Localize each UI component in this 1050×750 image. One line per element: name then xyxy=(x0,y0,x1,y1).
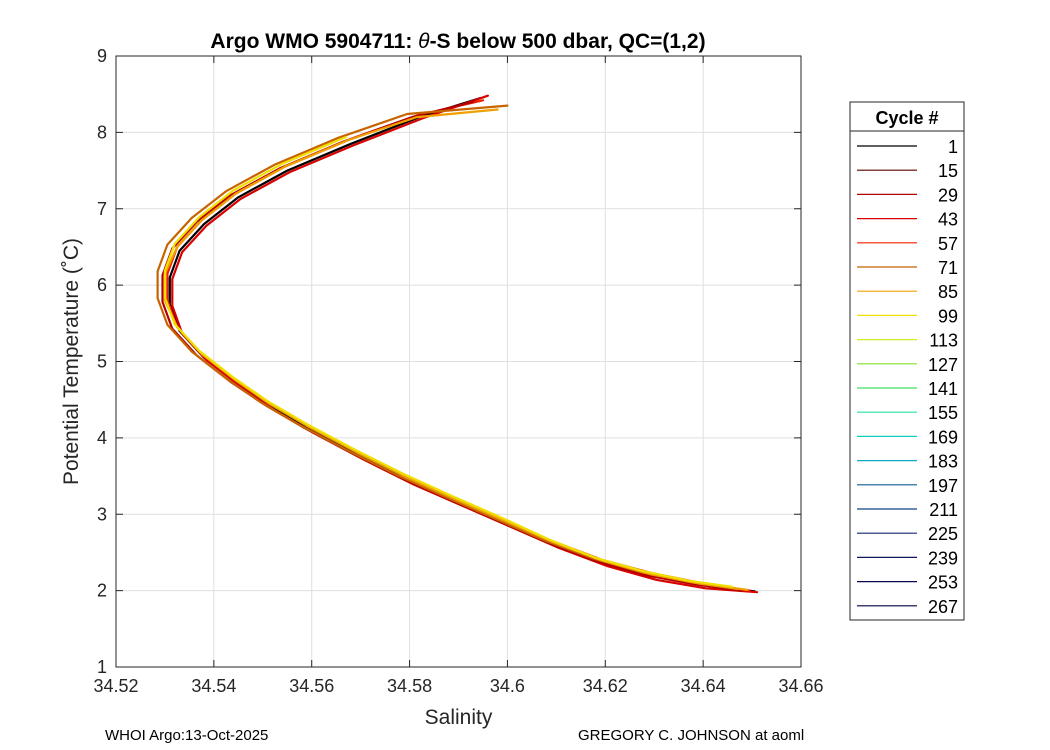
x-tick-label: 34.64 xyxy=(681,676,726,696)
x-tick-label: 34.66 xyxy=(778,676,823,696)
footer-left: WHOI Argo:13-Oct-2025 xyxy=(105,727,268,744)
x-axis-label: Salinity xyxy=(425,706,493,729)
legend-label: 1 xyxy=(948,137,958,157)
legend-label: 211 xyxy=(929,500,958,520)
legend-label: 239 xyxy=(928,548,958,568)
y-tick-label: 5 xyxy=(97,352,107,372)
legend-label: 267 xyxy=(928,597,958,617)
legend-label: 225 xyxy=(928,524,958,544)
data-lines xyxy=(156,94,759,594)
grid xyxy=(116,56,801,667)
legend-label: 253 xyxy=(928,573,958,593)
legend-label: 155 xyxy=(928,403,958,423)
x-tick-label: 34.56 xyxy=(289,676,334,696)
x-tick-label: 34.6 xyxy=(490,676,525,696)
footer-right: GREGORY C. JOHNSON at aoml xyxy=(578,727,804,744)
y-tick-label: 7 xyxy=(97,199,107,219)
y-axis-label: Potential Temperature (˚C) xyxy=(60,238,83,485)
legend: Cycle # 1 15 29 43 57 71 85 99 113 127 141 155 169 18… xyxy=(849,101,965,621)
y-tick-label: 6 xyxy=(97,275,107,295)
legend-label: 57 xyxy=(938,234,958,254)
y-tick-label: 4 xyxy=(97,428,107,448)
legend-label: 113 xyxy=(929,331,958,351)
legend-label: 43 xyxy=(938,210,958,230)
legend-label: 15 xyxy=(938,161,958,181)
legend-label: 29 xyxy=(938,185,958,205)
legend-label: 71 xyxy=(938,258,958,278)
legend-label: 197 xyxy=(928,476,958,496)
legend-label: 99 xyxy=(938,306,958,326)
x-tick-label: 34.62 xyxy=(583,676,628,696)
legend-label: 141 xyxy=(928,379,958,399)
legend-label: 127 xyxy=(928,355,958,375)
legend-title: Cycle # xyxy=(875,108,938,128)
legend-label: 85 xyxy=(938,282,958,302)
y-tick-label: 3 xyxy=(97,504,107,524)
legend-label: 169 xyxy=(928,427,958,447)
legend-label: 183 xyxy=(928,452,958,472)
y-tick-label: 2 xyxy=(97,581,107,601)
y-tick-label: 1 xyxy=(97,657,107,677)
profile-line xyxy=(163,135,734,588)
x-tick-label: 34.58 xyxy=(387,676,432,696)
axis-ticks: 34.52 34.54 34.56 34.58 34.6 34.62 34.64 34.66 1… xyxy=(93,46,823,696)
y-tick-label: 8 xyxy=(97,122,107,142)
x-tick-label: 34.52 xyxy=(93,676,138,696)
x-tick-label: 34.54 xyxy=(191,676,236,696)
profile-line xyxy=(156,104,739,591)
chart-title: Argo WMO 5904711: θ-S below 500 dbar, QC… xyxy=(210,30,705,53)
y-tick-label: 9 xyxy=(97,46,107,66)
